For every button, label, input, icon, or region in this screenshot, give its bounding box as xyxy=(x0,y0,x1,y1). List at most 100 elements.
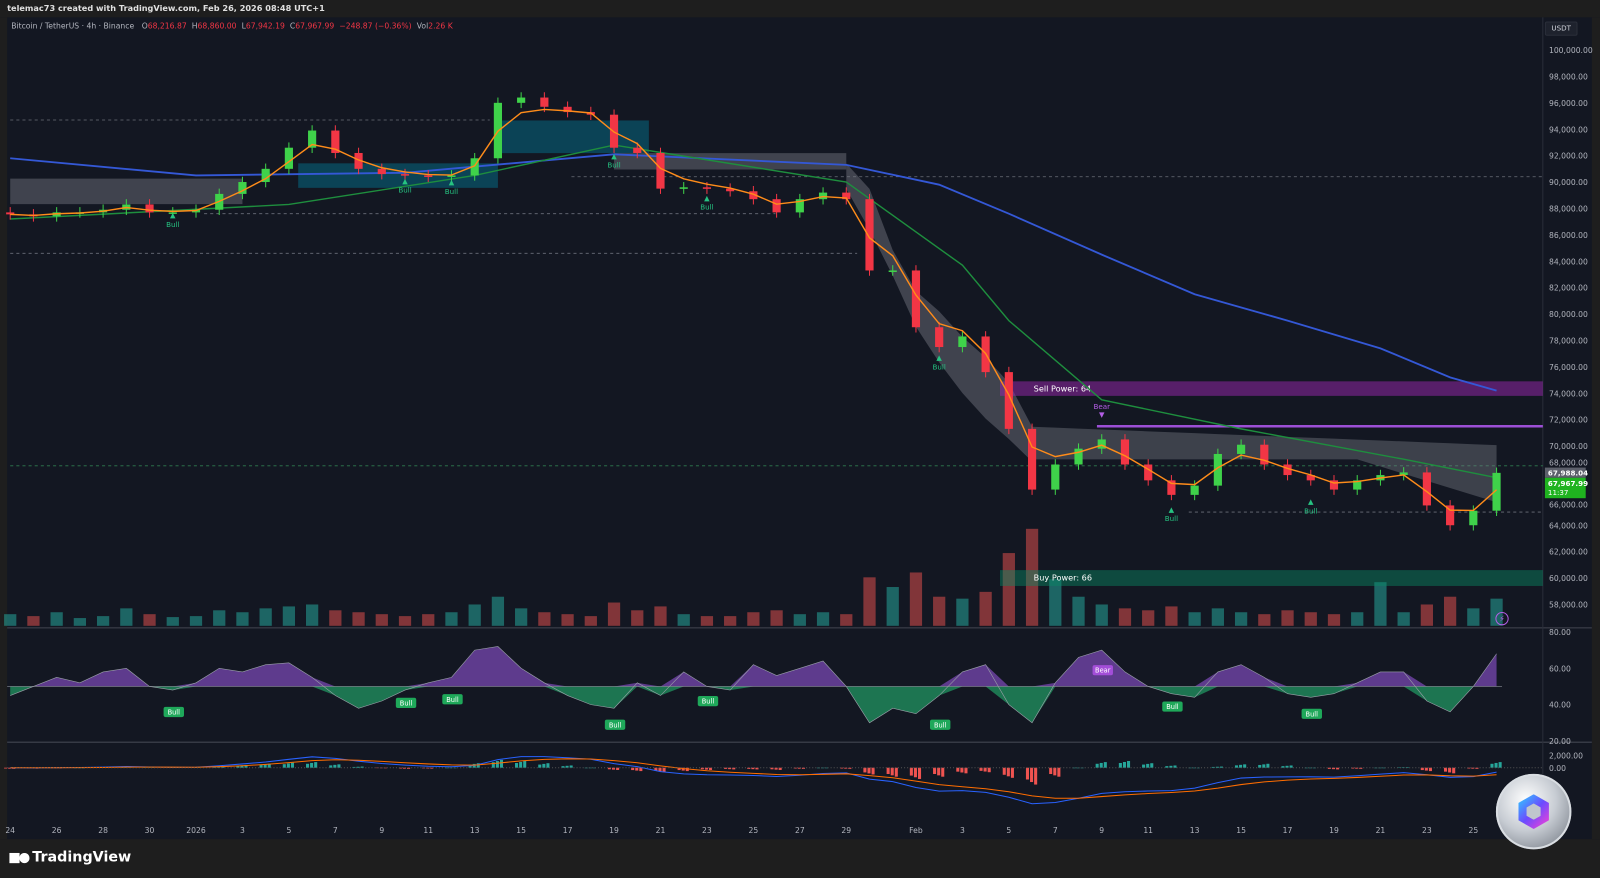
macd-histogram-bar xyxy=(658,767,662,772)
macd-histogram-bar xyxy=(933,767,937,775)
rsi-bear-badge xyxy=(1092,665,1113,676)
candle-body xyxy=(540,97,549,107)
macd-histogram-bar xyxy=(1494,762,1498,768)
time-tick-label: 29 xyxy=(841,826,851,835)
macd-histogram-bar xyxy=(801,767,805,769)
time-tick-label: 28 xyxy=(98,826,108,835)
macd-histogram-bar xyxy=(825,767,829,769)
candle-body xyxy=(238,182,247,194)
macd-histogram-bar xyxy=(886,767,890,775)
macd-histogram-bar xyxy=(290,762,294,768)
volume-bar xyxy=(1142,610,1155,626)
volume-bar xyxy=(979,591,992,626)
candle-body xyxy=(1051,464,1060,490)
candle-body xyxy=(679,187,688,189)
macd-histogram-bar xyxy=(755,767,759,770)
rsi-tick-label: 60.00 xyxy=(1549,664,1571,673)
volume-bar xyxy=(1443,596,1457,626)
bull-signal-label: Bull xyxy=(1304,506,1317,515)
macd-histogram-bar xyxy=(1057,767,1061,777)
candle-body xyxy=(1422,472,1431,506)
volume-bar xyxy=(538,612,551,626)
tradingview-logo[interactable]: ■● TradingView xyxy=(8,849,131,865)
volume-bar xyxy=(1118,608,1132,626)
time-tick-label: 17 xyxy=(1283,826,1293,835)
volume-bar xyxy=(909,572,923,626)
candle-body xyxy=(935,327,944,348)
rsi-bull-badge xyxy=(442,694,463,705)
rsi-bull-badge xyxy=(163,706,184,718)
macd-histogram-bar xyxy=(1034,767,1038,785)
macd-histogram-bar xyxy=(1258,764,1262,768)
macd-histogram-bar xyxy=(305,763,310,768)
macd-histogram-bar xyxy=(1266,763,1270,768)
macd-histogram-bar xyxy=(1239,764,1243,768)
macd-histogram-bar xyxy=(616,767,620,770)
macd-histogram-bar xyxy=(1428,767,1432,772)
macd-histogram-bar xyxy=(635,767,639,771)
candle-body xyxy=(1027,428,1037,490)
rsi-tick-label: 80.00 xyxy=(1549,628,1571,637)
macd-histogram-bar xyxy=(909,767,913,776)
macd-histogram-bar xyxy=(1169,765,1173,768)
bull-signal-label: Bull xyxy=(445,187,458,196)
symbol-name[interactable]: Bitcoin / TetherUS · 4h · Binance xyxy=(11,21,135,31)
volume-bar xyxy=(933,596,946,626)
volume-bar xyxy=(956,598,969,626)
macd-histogram-bar xyxy=(844,767,848,769)
macd-histogram-bar xyxy=(240,765,244,768)
macd-histogram-bar xyxy=(383,767,387,769)
macd-histogram-bar xyxy=(1010,767,1014,778)
author-avatar-coin xyxy=(1495,773,1572,850)
bull-signal-label: Bull xyxy=(932,362,945,371)
macd-histogram-bar xyxy=(1030,767,1034,783)
macd-histogram-bar xyxy=(1355,767,1359,769)
volume-bar xyxy=(700,616,714,626)
bar-countdown: 11:37 xyxy=(1548,488,1569,497)
candle-body xyxy=(1097,439,1106,449)
macd-histogram-bar xyxy=(12,767,16,769)
volume-bar xyxy=(1072,596,1085,626)
candle-body xyxy=(1329,480,1339,490)
macd-histogram-bar xyxy=(1219,766,1223,768)
price-tick-label: 80,000.00 xyxy=(1549,310,1588,319)
macd-histogram-bar xyxy=(1420,767,1424,771)
macd-histogram-bar xyxy=(1475,767,1479,769)
time-tick-label: 2026 xyxy=(186,826,206,835)
macd-histogram-bar xyxy=(523,760,527,768)
candle-body xyxy=(1353,480,1362,490)
volume-bar xyxy=(793,614,806,626)
bull-arrow-icon: ▲ xyxy=(936,353,942,362)
macd-histogram-bar xyxy=(894,767,898,777)
candle-body xyxy=(1004,372,1013,429)
macd-histogram-bar xyxy=(848,767,852,769)
macd-histogram-bar xyxy=(863,767,867,773)
volume-bar xyxy=(1420,604,1434,626)
volume-bar xyxy=(1351,612,1364,626)
candle-body xyxy=(1144,464,1153,481)
time-tick-label: 7 xyxy=(333,826,338,835)
time-tick-label: 3 xyxy=(960,826,965,835)
legend-value: −248.87 (−0.36%) xyxy=(339,21,412,31)
macd-histogram-bar xyxy=(770,767,774,770)
macd-histogram-bar xyxy=(1308,767,1312,769)
rsi-bull-label: Bull xyxy=(1306,710,1319,718)
liquidity-zone xyxy=(497,120,649,154)
currency-button[interactable]: USDT xyxy=(1544,21,1578,36)
price-tick-label: 60,000.00 xyxy=(1549,574,1588,583)
macd-histogram-bar xyxy=(1002,767,1006,775)
time-tick-label: 21 xyxy=(656,826,666,835)
price-tick-label: 98,000.00 xyxy=(1549,72,1588,81)
candle-body xyxy=(1120,439,1130,465)
volume-bar xyxy=(1188,612,1201,626)
tv-logo-icon: ■● xyxy=(8,849,30,866)
rsi-bull-badge xyxy=(395,697,417,709)
rsi-bull-label: Bull xyxy=(446,696,459,704)
macd-histogram-bar xyxy=(407,767,411,769)
legend-values: O68,216.87 H68,860.00 L67,942.19 C67,967.99… xyxy=(137,21,453,30)
rsi-bull-badge xyxy=(697,695,719,707)
sell-power-label: Sell Power: 64 xyxy=(1034,384,1092,394)
volume-bar xyxy=(1490,598,1503,626)
macd-histogram-bar xyxy=(1122,761,1126,768)
